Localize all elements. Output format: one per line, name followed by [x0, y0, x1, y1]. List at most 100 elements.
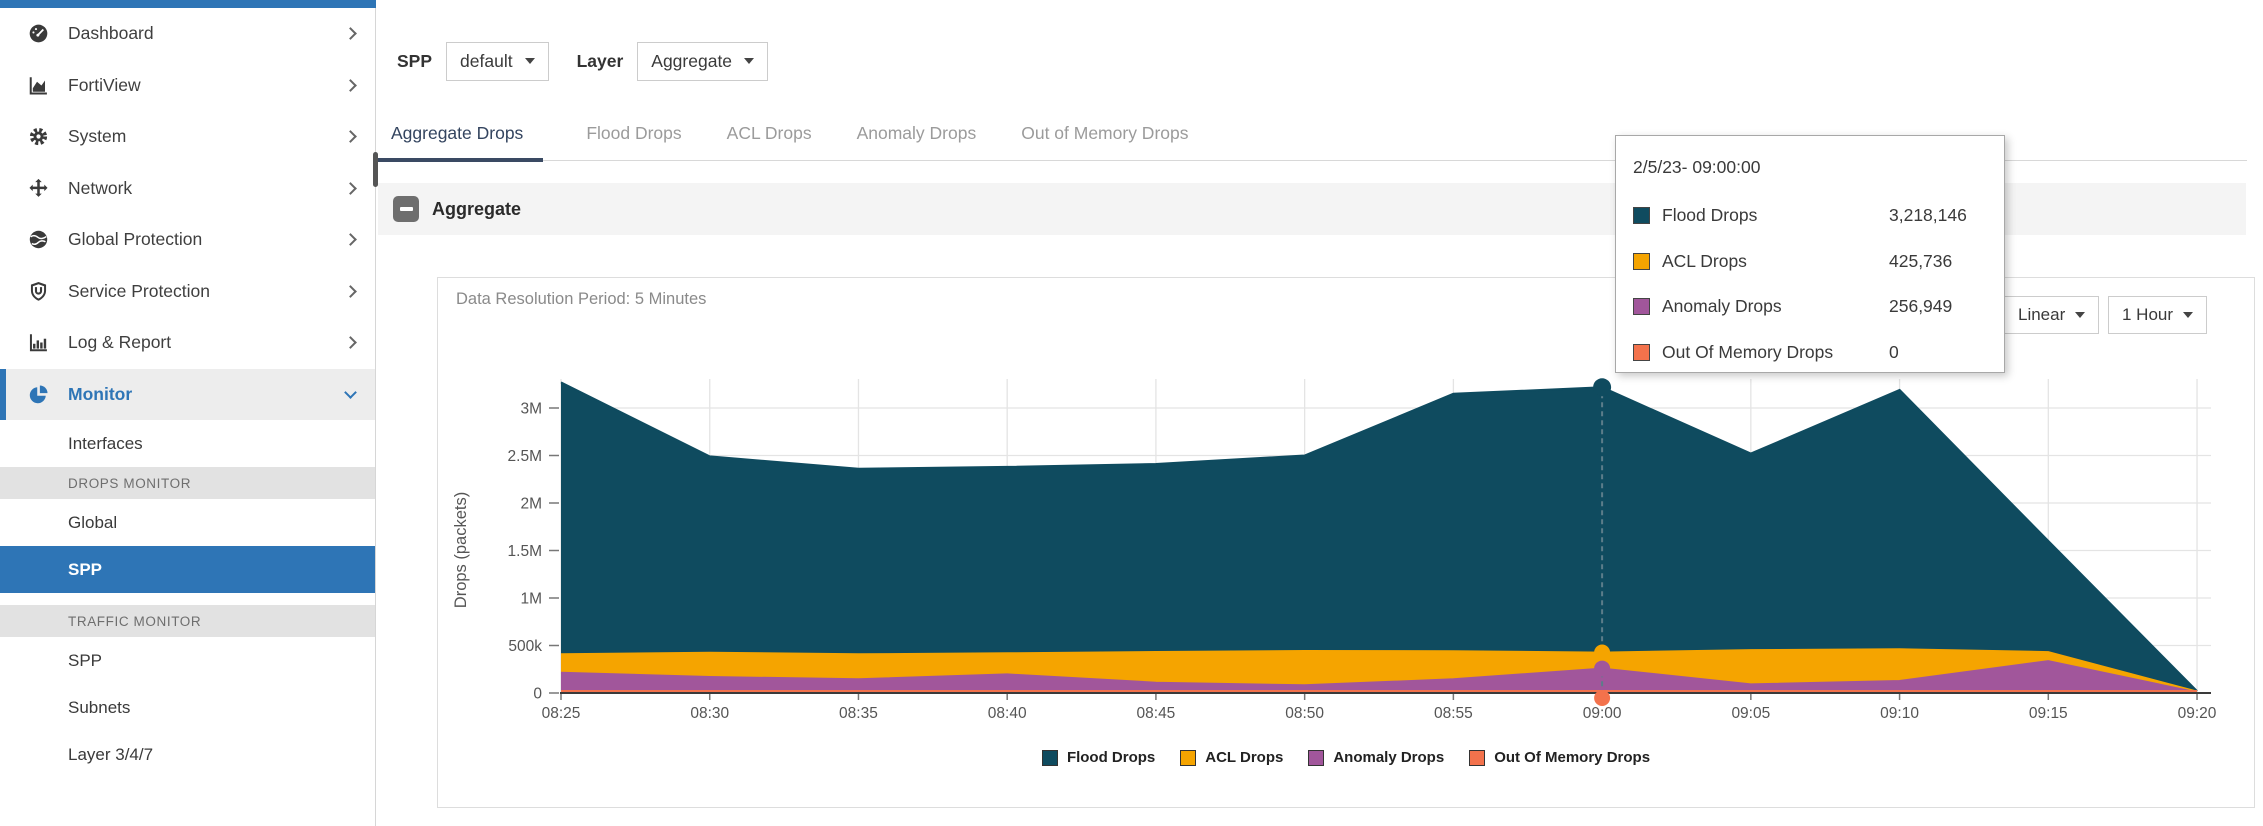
drops-area-chart[interactable]: 08:25 08:30 08:35 08:40 08:45 08:50 08:55 09:00… — [438, 278, 2256, 809]
sidebar-item-log-report[interactable]: Log & Report — [0, 317, 375, 369]
sidebar-subitem-spp-selected[interactable]: SPP — [0, 546, 375, 593]
sidebar-item-label: System — [68, 126, 127, 147]
legend-item-anomaly-drops[interactable]: Anomaly Drops — [1308, 749, 1444, 766]
sidebar-subitem-subnets[interactable]: Subnets — [68, 697, 131, 717]
sidebar-item-label: Dashboard — [68, 23, 154, 44]
legend-label: Flood Drops — [1066, 749, 1156, 766]
sidebar-subitem-global[interactable]: Global — [68, 512, 118, 532]
sidebar-subnav: Interfaces DROPS MONITOR Global SPP TRAFFIC … — [0, 420, 375, 778]
tooltip-row-flood-drops: Flood Drops 3,218,146 — [1616, 193, 2004, 239]
time-range-select[interactable]: 1 Hour — [2108, 296, 2208, 334]
tab-out-of-memory-drops[interactable]: Out of Memory Drops — [1021, 123, 1189, 143]
bar-chart-icon — [26, 332, 50, 354]
chart-card: 08:25 08:30 08:35 08:40 08:45 08:50 08:55 09:00… — [437, 277, 2255, 808]
legend-swatch-flood-drops — [1041, 749, 1058, 766]
globe-icon — [26, 229, 50, 251]
scale-select[interactable]: Linear — [2004, 296, 2100, 334]
area-chart-icon — [26, 74, 50, 96]
hover-point-out-of-memory-drops — [1594, 690, 1611, 706]
layer-select[interactable]: Aggregate — [637, 41, 769, 81]
pie-icon — [26, 383, 50, 405]
chevron-right-icon — [344, 27, 357, 41]
tab-acl-drops[interactable]: ACL Drops — [726, 123, 812, 143]
main-content: SPP default Layer Aggregate Aggregate Dr… — [377, 0, 2263, 826]
collapse-button[interactable] — [393, 196, 419, 222]
sidebar-accent-strip — [0, 0, 376, 8]
svg-text:08:50: 08:50 — [1285, 705, 1324, 722]
legend-label: Out Of Memory Drops — [1494, 749, 1651, 766]
svg-text:09:05: 09:05 — [1731, 705, 1770, 722]
sidebar-item-label: Service Protection — [68, 280, 211, 301]
spp-select[interactable]: default — [446, 41, 549, 81]
spp-label: SPP — [397, 50, 433, 71]
svg-text:08:55: 08:55 — [1434, 705, 1473, 722]
legend-swatch-acl-drops — [1180, 749, 1197, 766]
sidebar-item-monitor[interactable]: Monitor — [0, 368, 375, 420]
tooltip-row-anomaly-drops: Anomaly Drops 256,949 — [1616, 284, 2004, 330]
layer-label: Layer — [576, 50, 624, 71]
sidebar-item-fortiview[interactable]: FortiView — [0, 60, 375, 112]
hover-point-anomaly-drops — [1594, 660, 1611, 677]
chevron-right-icon — [344, 181, 357, 195]
gear-icon — [26, 126, 50, 148]
legend-item-out-of-memory-drops[interactable]: Out Of Memory Drops — [1469, 749, 1650, 766]
svg-text:2.5M: 2.5M — [508, 448, 542, 465]
tooltip-row-out-of-memory-drops: Out Of Memory Drops 0 — [1616, 330, 2004, 376]
caret-down-icon — [2183, 312, 2194, 318]
tooltip-series-label: Flood Drops — [1662, 205, 1758, 226]
panel-title: Aggregate — [432, 198, 522, 219]
caret-down-icon — [2075, 312, 2086, 318]
scale-select-value: Linear — [2018, 305, 2066, 324]
sidebar-item-service-protection[interactable]: Service Protection — [0, 266, 375, 318]
legend-item-acl-drops[interactable]: ACL Drops — [1180, 749, 1283, 766]
sidebar-item-global-protection[interactable]: Global Protection — [0, 214, 375, 266]
chart-tooltip: 2/5/23- 09:00:00 Flood Drops 3,218,146 ACL… — [1615, 135, 2005, 373]
sidebar-item-dashboard[interactable]: Dashboard — [0, 8, 375, 60]
chart-area-flood-drops — [560, 381, 2198, 693]
chevron-right-icon — [344, 336, 357, 350]
layer-select-value: Aggregate — [651, 50, 733, 71]
tab-aggregate-drops[interactable]: Aggregate Drops — [378, 117, 544, 162]
sidebar-item-label: Log & Report — [68, 332, 172, 353]
caret-down-icon — [524, 58, 535, 64]
chart-legend: Flood Drops ACL Drops Anomaly Drops Out Of … — [438, 749, 2254, 766]
time-range-select-value: 1 Hour — [2122, 305, 2174, 324]
sidebar: Dashboard FortiView System Network Global Pr… — [0, 0, 376, 826]
section-header-traffic-monitor: TRAFFIC MONITOR — [0, 605, 375, 637]
chevron-right-icon — [344, 233, 357, 247]
tooltip-series-value: 3,218,146 — [1889, 205, 1967, 226]
toolbar: SPP default Layer Aggregate — [397, 40, 769, 82]
move-arrows-icon — [26, 177, 50, 199]
svg-text:09:10: 09:10 — [1880, 705, 1919, 722]
svg-text:2M: 2M — [520, 496, 542, 513]
tooltip-row-acl-drops: ACL Drops 425,736 — [1616, 239, 2004, 285]
sidebar-scrollbar-thumb[interactable] — [373, 152, 378, 187]
sidebar-item-label: Network — [68, 177, 133, 198]
svg-text:1M: 1M — [520, 591, 542, 608]
hover-point-flood-drops — [1593, 378, 1612, 397]
tooltip-swatch-anomaly-drops — [1633, 298, 1650, 316]
legend-item-flood-drops[interactable]: Flood Drops — [1041, 749, 1156, 766]
sidebar-subitem-interfaces[interactable]: Interfaces — [68, 433, 143, 453]
tooltip-series-label: ACL Drops — [1662, 250, 1747, 271]
sidebar-subitem-layer-3-4-7[interactable]: Layer 3/4/7 — [68, 744, 154, 764]
svg-text:08:45: 08:45 — [1137, 705, 1176, 722]
tooltip-swatch-out-of-memory-drops — [1633, 343, 1650, 361]
tab-anomaly-drops[interactable]: Anomaly Drops — [856, 123, 977, 143]
tab-bar: Aggregate Drops Flood Drops ACL Drops Anoma… — [378, 117, 2247, 162]
tab-flood-drops[interactable]: Flood Drops — [586, 123, 682, 143]
svg-text:500k: 500k — [508, 638, 542, 655]
tooltip-series-label: Anomaly Drops — [1662, 296, 1782, 317]
chevron-right-icon — [344, 130, 357, 144]
sidebar-item-label: Global Protection — [68, 229, 203, 250]
hover-marker — [1593, 378, 1612, 706]
gauge-icon — [26, 23, 50, 45]
svg-text:08:30: 08:30 — [690, 705, 729, 722]
sidebar-item-network[interactable]: Network — [0, 163, 375, 215]
tooltip-series-value: 0 — [1889, 341, 1899, 362]
y-axis-labels: 0 500k 1M 1.5M 2M 2.5M 3M — [508, 401, 543, 703]
sidebar-item-system[interactable]: System — [0, 111, 375, 163]
svg-text:1.5M: 1.5M — [508, 543, 542, 560]
sidebar-subitem-spp[interactable]: SPP — [68, 650, 103, 670]
y-axis-title: Drops (packets) — [452, 492, 470, 608]
